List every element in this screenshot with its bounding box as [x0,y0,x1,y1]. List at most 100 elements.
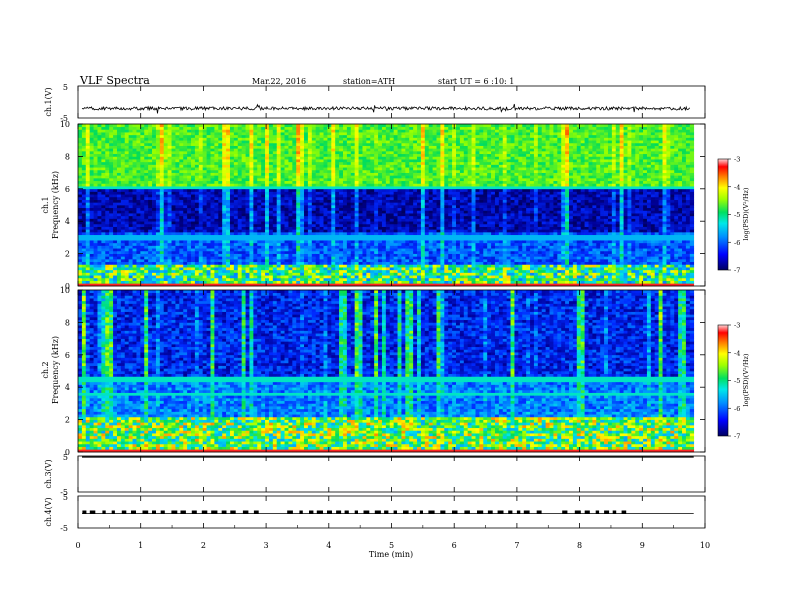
ch1-spectrogram-cell [206,229,211,233]
ch1-spectrogram-cell [300,159,305,163]
ch1-spectrogram-cell [378,242,383,246]
ch1-spectrogram-cell [101,280,106,284]
ch1-spectrogram-cell [210,245,215,249]
ch1-spectrogram-cell [381,215,387,219]
ch1-spectrogram-cell [288,250,293,254]
ch1-spectrogram-cell [113,202,118,206]
ch1-spectrogram-cell [389,159,394,163]
ch1-spectrogram-cell [194,129,200,133]
ch1-spectrogram-cell [233,140,239,144]
ch1-spectrogram-cell [319,237,324,241]
ch1-spectrogram-cell [210,196,215,200]
ch1-spectrogram-cell [288,259,293,263]
ch1-spectrogram-cell [268,148,274,152]
ch1-spectrogram-cell [257,167,262,171]
ch1-spectrogram-cell [152,237,157,241]
ch1-spectrogram-cell [206,250,211,254]
ch1-spectrogram-cell [304,207,309,211]
ch1-spectrogram-cell [362,188,367,192]
ch1-spectrogram-cell [183,126,188,130]
ch1-spectrogram-cell [276,277,281,281]
ch1-spectrogram-cell [148,153,153,157]
ch1-spectrogram-cell [268,234,274,238]
ch1-spectrogram-cell [358,183,363,187]
ch1-spectrogram-cell [113,261,118,265]
ch1-spectrogram-cell [354,248,359,252]
ch1-spectrogram-cell [237,191,243,195]
ch1-spectrogram-cell [378,237,383,241]
ch1-spectrogram-cell [265,226,270,230]
ch1-spectrogram-cell [327,229,332,233]
ch1-spectrogram-cell [128,223,133,227]
ch1-spectrogram-cell [366,221,371,225]
ch1-spectrogram-cell [327,283,332,287]
ch1-spectrogram-cell [148,129,153,133]
ch1-spectrogram-cell [370,277,375,281]
ch1-spectrogram-cell [78,145,83,149]
ch1-spectrogram-cell [315,186,320,190]
ch1-spectrogram-cell [253,253,258,257]
ch1-spectrogram-cell [241,202,246,206]
ch1-spectrogram-cell [370,132,375,136]
ch1-spectrogram-cell [144,126,149,130]
ch1-spectrogram-cell [268,124,274,128]
ch1-spectrogram-cell [159,183,165,187]
ch1-spectrogram-cell [335,267,340,271]
ch1-spectrogram-cell [397,186,402,190]
ch1-spectrogram-cell [187,196,192,200]
ch1-spectrogram-cell [97,267,102,271]
ch1-spectrogram-cell [206,196,211,200]
ch1-spectrogram-cell [327,178,332,182]
ch1-spectrogram-cell [132,264,137,268]
ch1-spectrogram-cell [101,126,106,130]
ch1-spectrogram-cell [323,218,328,222]
ch1-spectrogram-cell [378,226,383,230]
ch1-spectrogram-cell [191,151,196,155]
ch1-spectrogram-cell [272,145,278,149]
ch1-spectrogram-cell [319,180,324,184]
ch1-spectrogram-cell [268,267,274,271]
ch1-spectrogram-cell [280,191,285,195]
ch1-spectrogram-cell [237,172,243,176]
ch1-spectrogram-cell [89,280,94,284]
ch1-spectrogram-cell [378,126,383,130]
ch1-spectrogram-cell [105,180,110,184]
ch1-spectrogram-cell [85,169,91,173]
ch1-spectrogram-cell [136,267,141,271]
ch1-spectrogram-cell [187,188,192,192]
ch1-spectrogram-cell [292,199,297,203]
ch1-spectrogram-cell [132,215,137,219]
ch1-spectrogram-cell [311,245,317,249]
ch1-spectrogram-cell [128,256,133,260]
ch1-spectrogram-cell [393,199,398,203]
ch1-spectrogram-cell [116,250,122,254]
ch1-spectrogram-cell [233,229,239,233]
ch1-spectrogram-cell [116,215,122,219]
ch1-spectrogram-cell [113,199,118,203]
ch1-spectrogram-cell [101,277,106,281]
ch1-spectrogram-cell [101,153,106,157]
ch1-spectrogram-cell [183,275,188,279]
ch1-spectrogram-cell [198,205,204,209]
ch1-spectrogram-cell [194,213,200,217]
ch1-spectrogram-cell [276,151,281,155]
ch1-spectrogram-cell [214,215,219,219]
ch1-spectrogram-cell [81,164,87,168]
ch1-spectrogram-cell [136,242,141,246]
ch1-spectrogram-cell [381,140,387,144]
ch1-spectrogram-cell [222,218,227,222]
ch1-spectrogram-cell [265,229,270,233]
ch1-spectrogram-cell [85,232,91,236]
ch1-spectrogram-cell [292,196,297,200]
ch1-spectrogram-cell [120,202,126,206]
ch1-spectrogram-cell [280,234,285,238]
ch1-spectrogram-cell [97,196,102,200]
ch1-spectrogram-cell [132,242,137,246]
ch1-spectrogram-cell [315,269,320,273]
ch1-spectrogram-cell [378,275,383,279]
ch1-spectrogram-cell [374,142,379,146]
ch1-spectrogram-cell [378,232,383,236]
ch1-spectrogram-cell [85,264,91,268]
ch1-spectrogram-cell [327,242,332,246]
ch1-spectrogram-cell [183,213,188,217]
